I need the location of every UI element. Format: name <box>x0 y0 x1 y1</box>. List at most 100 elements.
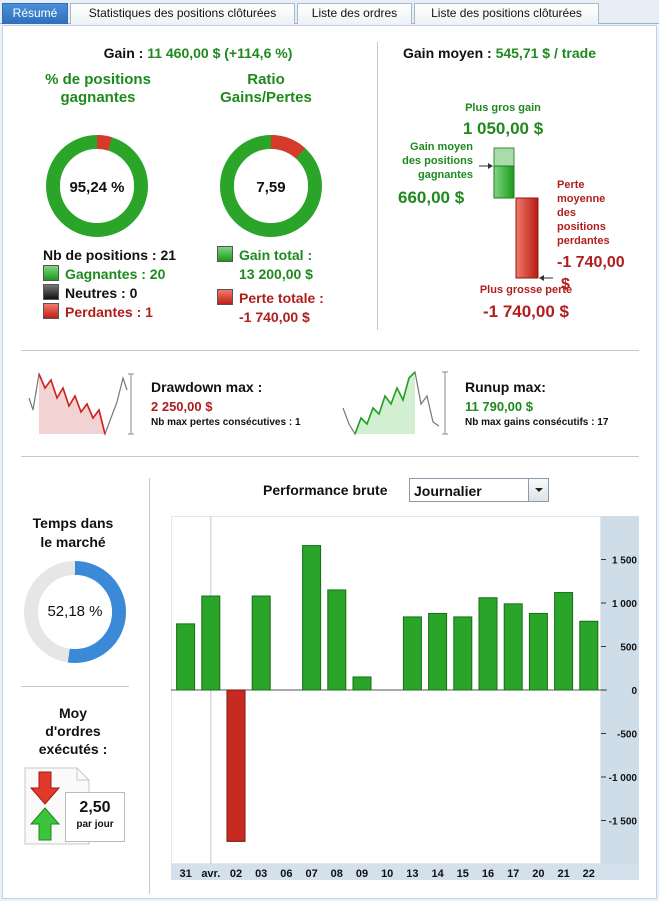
chart-x-axis-panel <box>171 864 639 880</box>
chart-x-tick-label: 21 <box>557 868 569 880</box>
ring-market-arc <box>24 561 126 663</box>
chart-bar <box>201 595 221 691</box>
tab-closed-positions-list[interactable]: Liste des positions clôturées <box>414 3 599 24</box>
avg-gain-value: 545,71 $ / trade <box>495 45 596 61</box>
avg-winning-value: 660,00 $ <box>398 188 465 207</box>
runup-value: 11 790,00 $ <box>465 399 533 414</box>
drawdown-value: 2 250,00 $ <box>151 399 213 414</box>
tab-orders-list[interactable]: Liste des ordres <box>297 3 412 24</box>
winning-legend-square <box>43 265 59 281</box>
neutral-count: Neutres : 0 <box>65 285 138 301</box>
chart-x-tick-label: 07 <box>305 868 317 880</box>
ring-center <box>38 575 112 649</box>
chart-x-tick-label: 03 <box>255 868 267 880</box>
total-gain-value: 13 200,00 $ <box>239 266 313 282</box>
period-select[interactable]: Journalier <box>409 478 549 502</box>
pct-winning-value: 95,24 % <box>69 179 125 196</box>
total-gain-label: Gain total : <box>239 247 313 263</box>
sell-arrow-icon <box>29 771 61 805</box>
biggest-loss-value: -1 740,00 $ <box>482 302 569 321</box>
chart-bar <box>226 689 246 842</box>
avg-winning-arrowhead <box>488 163 493 169</box>
ratio-title: Ratio Gains/Pertes <box>220 71 312 106</box>
chart-x-tick-label: avr. <box>201 868 220 880</box>
avg-gain-loss-graphic <box>479 147 553 281</box>
total-loss-legend-square <box>217 289 233 305</box>
chevron-down-icon <box>535 488 543 492</box>
positions-count: Nb de positions : 21 <box>43 247 177 263</box>
period-select-dropdown[interactable] <box>528 479 548 501</box>
chart-bar <box>302 545 322 691</box>
total-loss-label: Perte totale : <box>239 290 324 306</box>
summary-panel: Gain : 11 460,00 $ (+114,6 %) % de posit… <box>2 25 657 899</box>
chart-x-tick-label: 02 <box>230 868 242 880</box>
performance-title: Performance brute <box>263 482 388 498</box>
chart-bar <box>579 620 599 691</box>
market-time-title: Temps dans le marché <box>15 514 131 552</box>
avg-gain-line: Gain moyen : 545,71 $ / trade <box>403 45 596 61</box>
section-divider <box>149 478 150 894</box>
pct-winning-ring <box>46 135 148 237</box>
chart-y-tick-label: 1 500 <box>612 556 637 567</box>
avg-winning-label-line: gagnantes <box>417 169 473 181</box>
orders-value-box: 2,50 par jour <box>65 792 125 842</box>
chart-y-tick-label: -1 000 <box>609 773 638 784</box>
chart-y-axis-panel <box>601 516 639 864</box>
gain-label: Gain : <box>103 45 144 61</box>
market-time-value: 52,18 % <box>47 603 103 620</box>
chart-x-tick-label: 08 <box>331 868 343 880</box>
runup-sparkline <box>342 370 448 436</box>
avg-winning-label-line: des positions <box>402 155 473 167</box>
biggest-loss-label: Plus grosse perte <box>479 284 573 296</box>
market-time-title-line: Temps dans <box>32 515 114 531</box>
orders-unit: par jour <box>76 819 114 830</box>
chart-x-tick-label: 22 <box>583 868 595 880</box>
runup-title: Runup max: <box>465 379 546 395</box>
period-select-value: Journalier <box>414 483 482 499</box>
avg-losing-label-line: moyenne <box>557 193 606 205</box>
ring-loss-arc <box>46 135 148 237</box>
chart-x-tick-label: 06 <box>280 868 292 880</box>
drawdown-area <box>39 374 105 434</box>
chart-bar <box>554 592 574 691</box>
chart-y-tick-label: 500 <box>620 643 637 654</box>
tab-bar: Résumé Statistiques des positions clôtur… <box>0 0 659 24</box>
section-divider <box>21 350 639 351</box>
runup-sub: Nb max gains consécutifs : 17 <box>465 417 609 428</box>
drawdown-segment <box>38 373 106 435</box>
avg-losing-label-line: des <box>557 207 576 219</box>
orders-title-line: Moy <box>59 705 87 721</box>
drawdown-title: Drawdown max : <box>151 379 263 395</box>
tab-resume[interactable]: Résumé <box>2 3 68 24</box>
biggest-gain-label: Plus gros gain <box>465 102 541 114</box>
chart-y-tick-label: -1 500 <box>609 817 638 828</box>
section-divider <box>377 42 378 330</box>
orders-value: 2,50 <box>79 799 111 816</box>
orders-paper-fold <box>76 768 89 781</box>
buy-arrow-icon <box>29 807 61 841</box>
avg-losing-bar <box>515 197 539 279</box>
chart-x-tick-label: 20 <box>532 868 544 880</box>
avg-losing-value-currency: $ <box>561 276 570 293</box>
chart-x-tick-label: 13 <box>406 868 418 880</box>
orders-title-line: d'ordres <box>45 723 101 739</box>
tab-closed-positions-stats[interactable]: Statistiques des positions clôturées <box>70 3 295 24</box>
chart-x-tick-label: 10 <box>381 868 393 880</box>
chart-x-tick-label: 17 <box>507 868 519 880</box>
runup-segment <box>354 371 416 435</box>
neutral-legend-square <box>43 284 59 300</box>
gain-value: 11 460,00 $ (+114,6 %) <box>147 45 293 61</box>
chart-y-tick-label: 0 <box>631 686 637 697</box>
avg-losing-value: -1 740,00 $ <box>557 252 625 296</box>
losing-count: Perdantes : 1 <box>65 304 153 320</box>
chart-x-tick-label: 16 <box>482 868 494 880</box>
drawdown-sparkline <box>28 371 134 437</box>
biggest-gain-block <box>493 147 515 167</box>
chart-bar <box>478 597 498 691</box>
orders-title: Moy d'ordres exécutés : <box>15 704 131 758</box>
total-loss-value: -1 740,00 $ <box>239 309 310 325</box>
avg-losing-label: Perte moyenne des positions perdantes <box>557 178 610 248</box>
chart-bar <box>402 616 422 691</box>
ring-center <box>234 149 308 223</box>
market-time-ring <box>24 561 126 663</box>
